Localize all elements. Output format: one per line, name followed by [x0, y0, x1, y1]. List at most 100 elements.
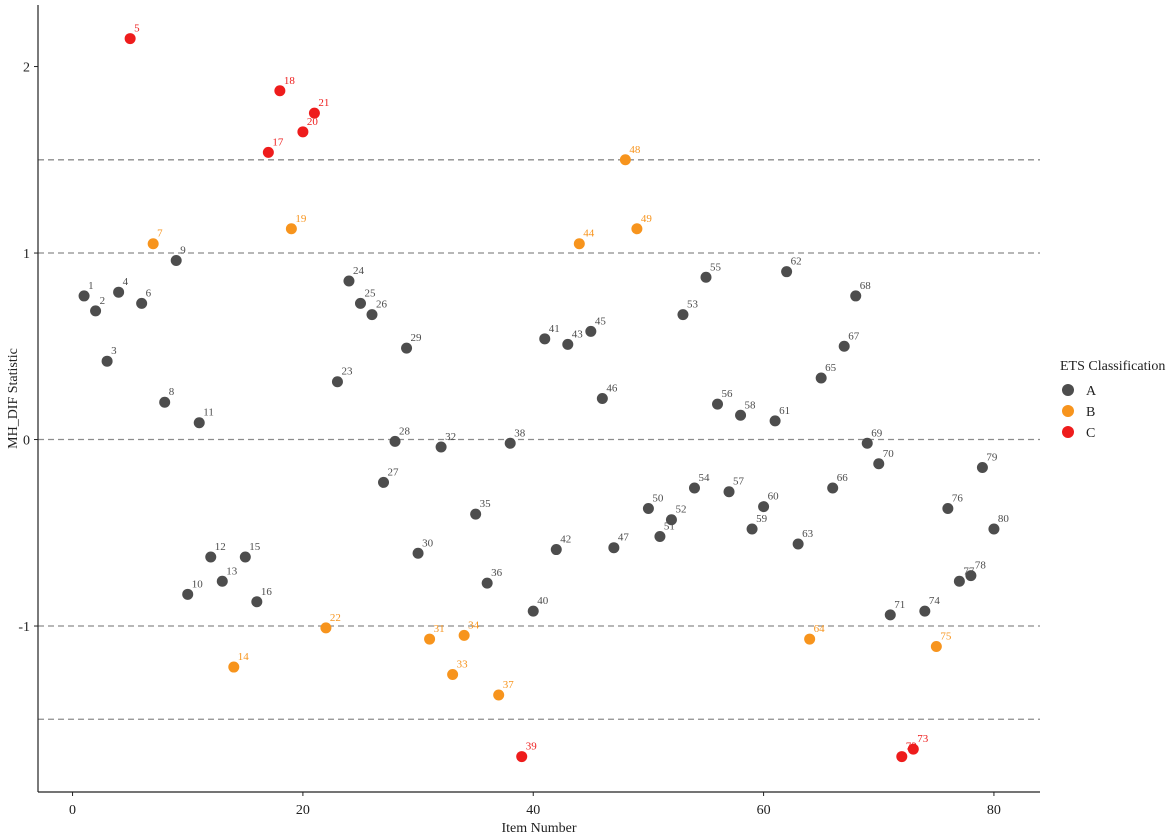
data-point-65 — [815, 372, 827, 384]
data-label-40: 40 — [537, 595, 549, 607]
axes — [37, 5, 1040, 793]
data-point-44 — [573, 238, 585, 250]
data-label-39: 39 — [526, 741, 538, 753]
legend-key-C — [1062, 426, 1074, 438]
data-point-51 — [654, 531, 666, 543]
data-point-48 — [619, 154, 631, 166]
data-point-69 — [861, 437, 873, 449]
data-label-45: 45 — [595, 315, 607, 327]
data-label-30: 30 — [422, 537, 434, 549]
data-label-17: 17 — [272, 136, 284, 148]
data-point-39 — [516, 751, 528, 763]
data-label-48: 48 — [629, 144, 641, 156]
x-axis-title: Item Number — [501, 821, 576, 836]
data-point-70 — [873, 458, 885, 470]
data-point-21 — [308, 107, 320, 119]
data-label-54: 54 — [698, 472, 710, 484]
data-label-68: 68 — [860, 280, 872, 292]
data-label-21: 21 — [318, 97, 329, 109]
data-point-41 — [539, 333, 551, 345]
data-point-12 — [205, 551, 217, 563]
data-point-50 — [642, 503, 654, 515]
data-label-70: 70 — [883, 448, 895, 460]
data-point-28 — [389, 435, 401, 447]
data-label-37: 37 — [503, 679, 515, 691]
data-point-55 — [700, 271, 712, 283]
data-point-2 — [90, 305, 102, 317]
legend-key-A — [1062, 384, 1074, 396]
data-point-61 — [769, 415, 781, 427]
data-label-7: 7 — [157, 228, 163, 240]
data-point-43 — [562, 338, 574, 350]
data-point-1 — [78, 290, 90, 302]
data-point-27 — [378, 476, 390, 488]
data-label-66: 66 — [837, 472, 849, 484]
data-label-15: 15 — [249, 541, 261, 553]
data-point-36 — [481, 577, 493, 589]
data-label-41: 41 — [549, 323, 560, 335]
data-point-73 — [907, 743, 919, 755]
data-label-10: 10 — [192, 578, 204, 590]
data-label-73: 73 — [917, 733, 929, 745]
data-point-7 — [147, 238, 159, 250]
data-point-16 — [251, 596, 263, 608]
data-label-23: 23 — [341, 366, 353, 378]
y-tick-label: -1 — [18, 620, 30, 635]
data-point-49 — [631, 223, 643, 235]
legend-label-A: A — [1086, 384, 1097, 399]
y-tick-label: 2 — [23, 61, 30, 76]
data-label-19: 19 — [295, 213, 307, 225]
data-label-24: 24 — [353, 265, 365, 277]
data-point-53 — [677, 309, 689, 321]
data-label-28: 28 — [399, 425, 411, 437]
data-point-74 — [919, 605, 931, 617]
data-label-32: 32 — [445, 431, 456, 443]
data-label-33: 33 — [457, 659, 469, 671]
data-label-72: 72 — [906, 741, 917, 753]
reference-lines — [38, 159, 1040, 720]
data-label-3: 3 — [111, 345, 117, 357]
data-label-50: 50 — [652, 493, 664, 505]
y-tick-label: 1 — [23, 247, 30, 262]
data-point-34 — [458, 629, 470, 641]
data-point-13 — [216, 575, 228, 587]
data-label-60: 60 — [768, 491, 780, 503]
data-point-35 — [470, 508, 482, 520]
data-point-40 — [527, 605, 539, 617]
data-label-69: 69 — [871, 427, 883, 439]
data-label-2: 2 — [100, 295, 106, 307]
data-label-36: 36 — [491, 567, 503, 579]
data-point-68 — [850, 290, 862, 302]
data-label-59: 59 — [756, 513, 768, 525]
data-point-26 — [366, 309, 378, 321]
data-label-47: 47 — [618, 532, 630, 544]
legend: ETS Classification ABC — [1060, 359, 1165, 441]
data-label-51: 51 — [664, 521, 675, 533]
data-point-33 — [447, 669, 459, 681]
data-point-22 — [320, 622, 332, 634]
data-label-6: 6 — [146, 287, 152, 299]
data-point-42 — [550, 544, 562, 556]
data-label-25: 25 — [364, 287, 376, 299]
data-point-6 — [136, 297, 148, 309]
x-axis-ticks: 0 20 40 60 80 — [69, 792, 1001, 818]
x-tick-label: 20 — [296, 803, 310, 818]
data-label-79: 79 — [986, 452, 998, 464]
x-tick-label: 60 — [757, 803, 771, 818]
y-axis-title: MH_DIF Statistic — [6, 348, 21, 449]
data-point-24 — [343, 275, 355, 287]
data-point-77 — [953, 575, 965, 587]
legend-label-B: B — [1086, 405, 1095, 420]
data-point-15 — [239, 551, 251, 563]
legend-title: ETS Classification — [1060, 359, 1165, 374]
data-label-16: 16 — [261, 586, 273, 598]
data-point-18 — [274, 85, 286, 97]
data-point-52 — [665, 514, 677, 526]
data-label-77: 77 — [963, 565, 975, 577]
data-points — [78, 33, 1000, 763]
data-point-58 — [735, 409, 747, 421]
data-point-78 — [965, 570, 977, 582]
data-label-58: 58 — [745, 399, 757, 411]
data-point-76 — [942, 503, 954, 515]
data-label-1: 1 — [88, 280, 94, 292]
